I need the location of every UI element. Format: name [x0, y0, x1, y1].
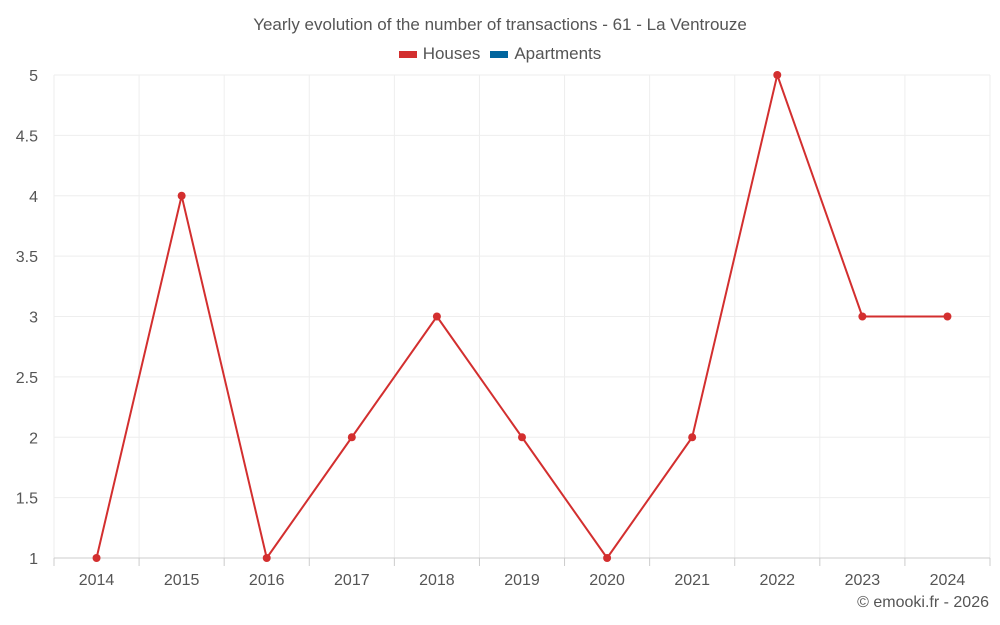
legend-swatch-houses	[398, 50, 417, 58]
x-tick-label: 2018	[419, 572, 455, 589]
y-tick-label: 3	[29, 310, 38, 327]
x-tick-label: 2014	[79, 572, 115, 589]
x-tick-label: 2021	[674, 572, 710, 589]
chart-title: Yearly evolution of the number of transa…	[253, 15, 747, 34]
data-point-houses[interactable]	[432, 312, 441, 321]
y-tick-label: 2	[29, 430, 38, 447]
data-point-houses[interactable]	[177, 191, 186, 200]
data-point-houses[interactable]	[773, 71, 782, 79]
data-point-houses[interactable]	[347, 433, 356, 442]
x-tick-label: 2020	[589, 572, 625, 589]
y-tick-label: 3.5	[16, 249, 38, 266]
y-tick-label: 1	[29, 551, 38, 568]
data-point-houses[interactable]	[92, 554, 101, 562]
x-tick-label: 2024	[930, 572, 966, 589]
x-tick-label: 2019	[504, 572, 540, 589]
y-tick-label: 4	[29, 189, 38, 206]
legend-item-houses[interactable]: Houses	[398, 44, 481, 64]
x-tick-label: 2015	[164, 572, 200, 589]
data-point-houses[interactable]	[688, 433, 697, 442]
legend-swatch-apartments	[490, 50, 509, 58]
y-tick-label: 4.5	[16, 128, 38, 145]
x-tick-label: 2017	[334, 572, 370, 589]
chart-legend: Houses Apartments	[0, 44, 1000, 64]
y-tick-label: 2.5	[16, 370, 38, 387]
data-point-houses[interactable]	[518, 433, 526, 442]
legend-label-houses: Houses	[422, 44, 481, 63]
credit-text: © emooki.fr - 2026	[857, 594, 989, 611]
x-tick-label: 2023	[845, 572, 881, 589]
x-tick-label: 2022	[759, 572, 795, 589]
data-point-houses[interactable]	[603, 554, 612, 562]
y-tick-label: 1.5	[16, 491, 38, 508]
y-tick-label: 5	[29, 68, 38, 85]
legend-item-apartments[interactable]: Apartments	[490, 44, 601, 64]
data-point-houses[interactable]	[858, 312, 867, 321]
data-point-houses[interactable]	[262, 554, 271, 562]
data-point-houses[interactable]	[943, 312, 952, 321]
x-tick-label: 2016	[249, 572, 285, 589]
legend-label-apartments: Apartments	[514, 44, 602, 63]
